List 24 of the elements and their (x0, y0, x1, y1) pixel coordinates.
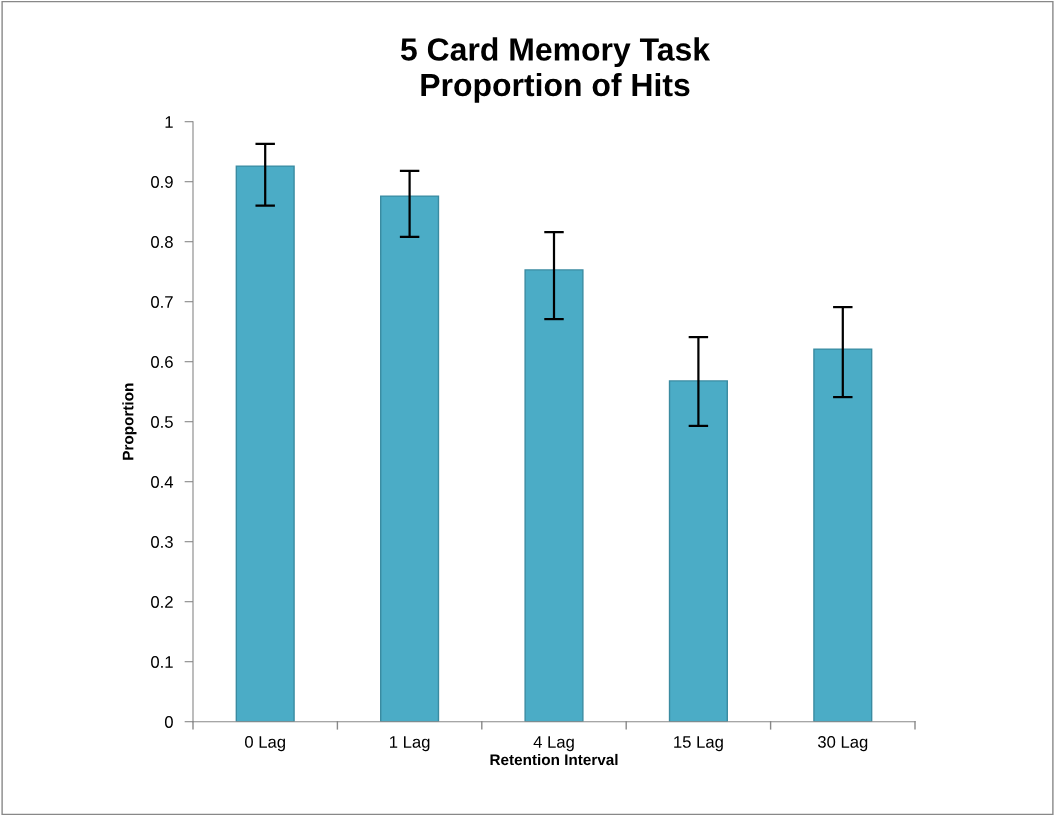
y-tick-label: 0.2 (151, 596, 173, 608)
bar (235, 165, 295, 722)
bar (813, 348, 873, 722)
y-axis-title: Proportion (122, 383, 137, 460)
y-tick-label: 0.4 (151, 476, 174, 488)
x-tick-label: 30 Lag (817, 736, 868, 752)
x-tick-label: 4 Lag (533, 736, 574, 752)
bar (380, 195, 440, 722)
y-tick-label: 0.6 (151, 356, 173, 368)
y-tick-label: 0.1 (151, 656, 173, 668)
y-tick-label: 0.9 (151, 176, 173, 188)
y-tick-label: 0.3 (151, 536, 173, 548)
x-tick-label: 1 Lag (390, 736, 430, 752)
bar (668, 380, 728, 722)
bar (524, 269, 584, 722)
y-tick-label: 0.7 (151, 296, 173, 308)
x-tick-label: 15 Lag (674, 736, 723, 752)
y-tick-label: 0.5 (151, 416, 173, 428)
y-tick-label: 1 (165, 116, 173, 128)
x-axis-title: Retention Interval (490, 753, 618, 766)
chart-title: 5 Card Memory Task Proportion of Hits (400, 37, 711, 103)
y-tick-label: 0.8 (151, 236, 173, 248)
x-tick-label: 0 Lag (245, 736, 285, 752)
y-tick-label: 0 (164, 716, 173, 728)
